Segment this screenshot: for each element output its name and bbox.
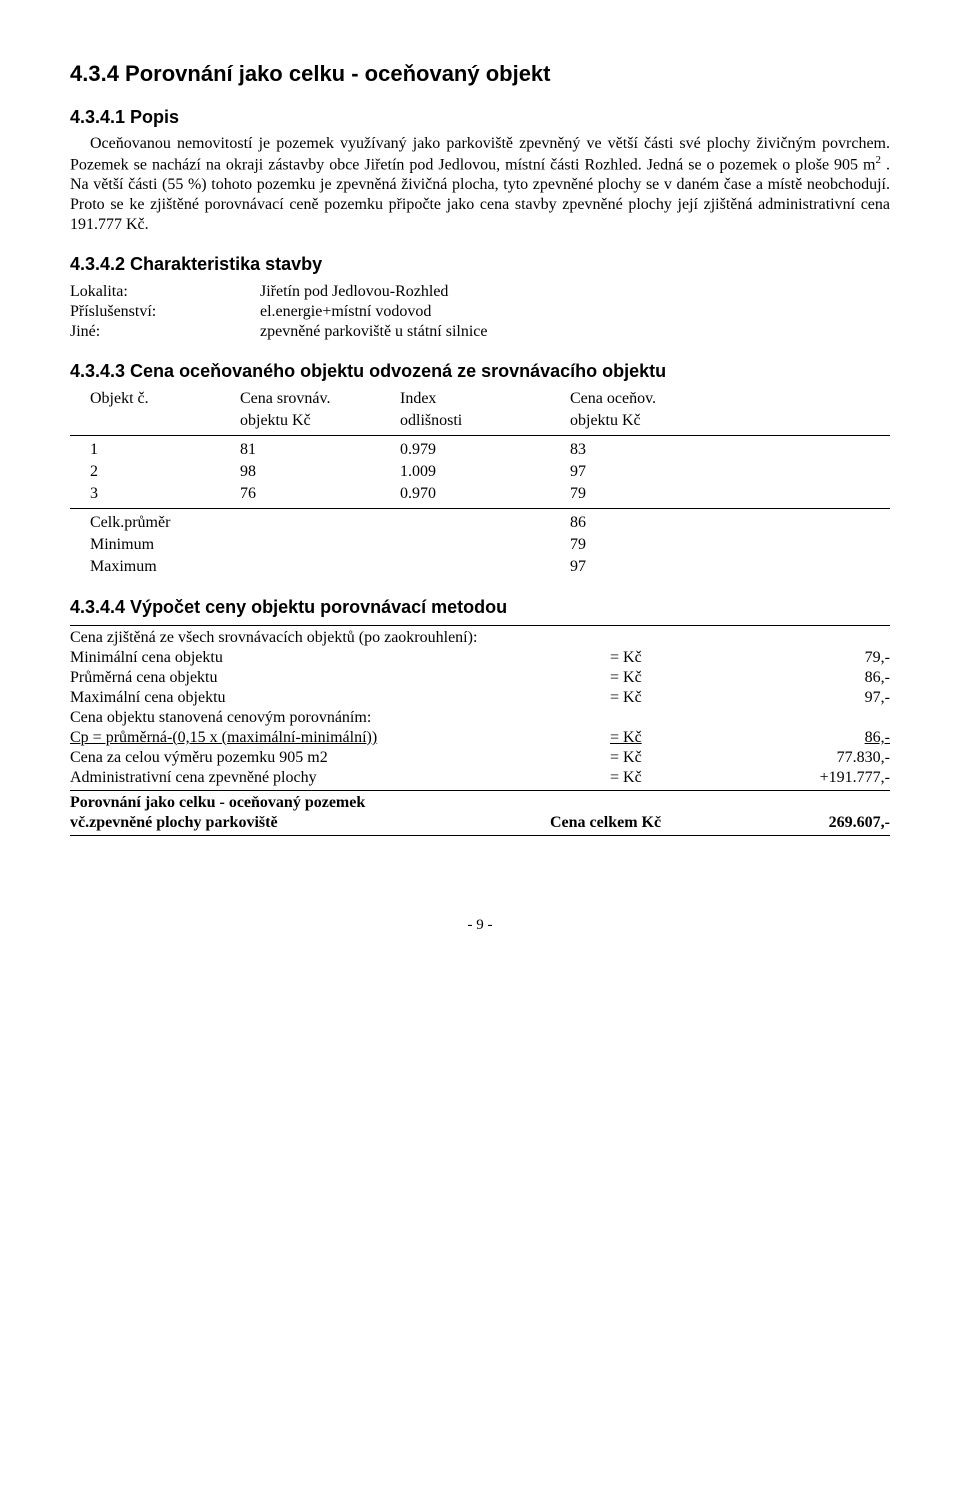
calc-eq: = Kč xyxy=(610,748,750,768)
calc-val: 79,- xyxy=(750,648,890,668)
td-co: 97 xyxy=(570,461,890,483)
td-cs: 98 xyxy=(240,461,400,483)
td-idx: 0.979 xyxy=(400,439,570,461)
result-row-1: Porovnání jako celku - oceňovaný pozemek xyxy=(70,793,890,813)
heading-4342: 4.3.4.2 Charakteristika stavby xyxy=(70,253,890,276)
kv-val: el.energie+místní vodovod xyxy=(260,302,890,322)
stat-label: Celk.průměr xyxy=(70,512,400,534)
kv-row: Lokalita: Jiřetín pod Jedlovou-Rozhled xyxy=(70,282,890,302)
calc-intro: Cena zjištěná ze všech srovnávacích obje… xyxy=(70,628,890,648)
calc-eq: = Kč xyxy=(610,768,750,788)
calc-val: 97,- xyxy=(750,688,890,708)
popis-text-a: Oceňovanou nemovitostí je pozemek využív… xyxy=(70,135,890,173)
calc-stanovena: Cena objektu stanovená cenovým porovnání… xyxy=(70,708,890,728)
kv-row: Příslušenství: el.energie+místní vodovod xyxy=(70,302,890,322)
kv-val: Jiřetín pod Jedlovou-Rozhled xyxy=(260,282,890,302)
calc-row: Administrativní cena zpevněné plochy = K… xyxy=(70,768,890,788)
td-n: 2 xyxy=(70,461,240,483)
stat-row: Maximum 97 xyxy=(70,556,890,578)
td-co: 83 xyxy=(570,439,890,461)
calc-val: 77.830,- xyxy=(750,748,890,768)
result-row-2: vč.zpevněné plochy parkoviště Cena celke… xyxy=(70,813,890,833)
result-val: 269.607,- xyxy=(750,813,890,833)
calc-val: 86,- xyxy=(750,728,890,748)
calc-eq: = Kč xyxy=(610,688,750,708)
calc-val: 86,- xyxy=(750,668,890,688)
calc-label: Maximální cena objektu xyxy=(70,688,610,708)
kv-key: Lokalita: xyxy=(70,282,260,302)
calc-eq: = Kč xyxy=(610,668,750,688)
calc-row: Cena za celou výměru pozemku 905 m2 = Kč… xyxy=(70,748,890,768)
table-header-row: Objekt č. Cena srovnáv. Index Cena oceňo… xyxy=(70,388,890,410)
th-cena-ocen: Cena oceňov. xyxy=(570,388,890,410)
stat-label: Maximum xyxy=(70,556,400,578)
heading-4341-popis: 4.3.4.1 Popis xyxy=(70,106,890,129)
td-co: 79 xyxy=(570,483,890,505)
table-row: 2 98 1.009 97 xyxy=(70,461,890,483)
calc-label: Minimální cena objektu xyxy=(70,648,610,668)
stat-val: 86 xyxy=(570,512,890,534)
calc-label: Průměrná cena objektu xyxy=(70,668,610,688)
calc-row: Minimální cena objektu = Kč 79,- xyxy=(70,648,890,668)
page-number: - 9 - xyxy=(70,916,890,935)
th-cena-srov-2: objektu Kč xyxy=(240,410,400,432)
result-label-1: Porovnání jako celku - oceňovaný pozemek xyxy=(70,793,610,813)
td-n: 3 xyxy=(70,483,240,505)
kv-val: zpevněné parkoviště u státní silnice xyxy=(260,322,890,342)
charakteristika-list: Lokalita: Jiřetín pod Jedlovou-Rozhled P… xyxy=(70,282,890,342)
calc-label: Administrativní cena zpevněné plochy xyxy=(70,768,610,788)
stat-val: 97 xyxy=(570,556,890,578)
th-index: Index xyxy=(400,388,570,410)
srovnavaci-table: Objekt č. Cena srovnáv. Index Cena oceňo… xyxy=(70,388,890,578)
stat-row: Celk.průměr 86 xyxy=(70,512,890,534)
td-cs: 76 xyxy=(240,483,400,505)
td-idx: 0.970 xyxy=(400,483,570,505)
table-divider xyxy=(70,508,890,509)
result-label-2: vč.zpevněné plochy parkoviště xyxy=(70,813,550,833)
popis-paragraph: Oceňovanou nemovitostí je pozemek využív… xyxy=(70,134,890,235)
table-row: 3 76 0.970 79 xyxy=(70,483,890,505)
td-idx: 1.009 xyxy=(400,461,570,483)
kv-key: Jiné: xyxy=(70,322,260,342)
stat-label: Minimum xyxy=(70,534,400,556)
th-index-2: odlišnosti xyxy=(400,410,570,432)
calc-row: Maximální cena objektu = Kč 97,- xyxy=(70,688,890,708)
section-divider xyxy=(70,790,890,791)
stat-val: 79 xyxy=(570,534,890,556)
table-divider xyxy=(70,435,890,436)
table-header-row2: objektu Kč odlišnosti objektu Kč xyxy=(70,410,890,432)
td-n: 1 xyxy=(70,439,240,461)
kv-key: Příslušenství: xyxy=(70,302,260,322)
table-row: 1 81 0.979 83 xyxy=(70,439,890,461)
stat-row: Minimum 79 xyxy=(70,534,890,556)
th-cena-srov: Cena srovnáv. xyxy=(240,388,400,410)
calc-val: +191.777,- xyxy=(750,768,890,788)
td-cs: 81 xyxy=(240,439,400,461)
calc-row: Průměrná cena objektu = Kč 86,- xyxy=(70,668,890,688)
calc-label-cp: Cp = průměrná-(0,15 x (maximální-minimál… xyxy=(70,728,610,748)
heading-4344: 4.3.4.4 Výpočet ceny objektu porovnávací… xyxy=(70,596,890,619)
th-cena-ocen-2: objektu Kč xyxy=(570,410,890,432)
heading-4343: 4.3.4.3 Cena oceňovaného objektu odvozen… xyxy=(70,360,890,383)
calc-label: Cena za celou výměru pozemku 905 m2 xyxy=(70,748,610,768)
calc-eq: = Kč xyxy=(610,728,750,748)
section-divider xyxy=(70,835,890,836)
th-objekt: Objekt č. xyxy=(70,388,240,410)
section-divider xyxy=(70,625,890,626)
calc-row-cp: Cp = průměrná-(0,15 x (maximální-minimál… xyxy=(70,728,890,748)
calc-eq: = Kč xyxy=(610,648,750,668)
heading-434: 4.3.4 Porovnání jako celku - oceňovaný o… xyxy=(70,60,890,88)
result-cc: Cena celkem Kč xyxy=(550,813,750,833)
kv-row: Jiné: zpevněné parkoviště u státní silni… xyxy=(70,322,890,342)
